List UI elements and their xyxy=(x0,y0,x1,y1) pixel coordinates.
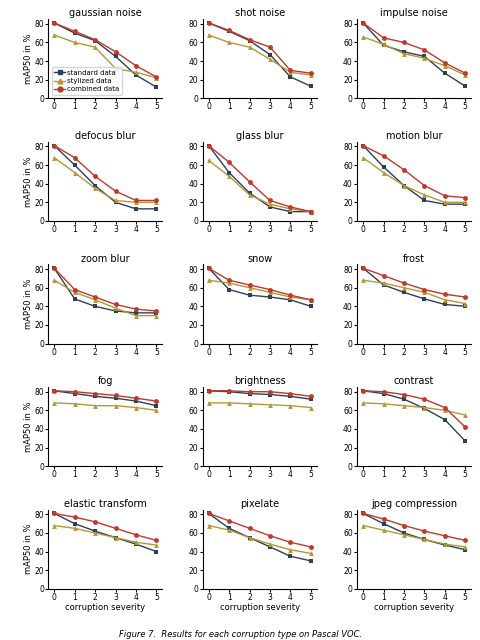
Title: snow: snow xyxy=(247,253,272,264)
Title: shot noise: shot noise xyxy=(234,8,284,19)
Y-axis label: mAP50 in %: mAP50 in % xyxy=(24,33,33,84)
Title: impulse noise: impulse noise xyxy=(380,8,447,19)
Title: brightness: brightness xyxy=(233,376,285,387)
Title: zoom blur: zoom blur xyxy=(81,253,129,264)
X-axis label: corruption severity: corruption severity xyxy=(373,604,453,612)
Text: Figure 7.  Results for each corruption type on Pascal VOC.: Figure 7. Results for each corruption ty… xyxy=(119,630,361,639)
Title: defocus blur: defocus blur xyxy=(75,131,135,141)
X-axis label: corruption severity: corruption severity xyxy=(65,604,145,612)
Y-axis label: mAP50 in %: mAP50 in % xyxy=(24,401,33,452)
Title: elastic transform: elastic transform xyxy=(64,499,146,509)
Title: motion blur: motion blur xyxy=(385,131,442,141)
Legend: standard data, stylized data, combined data: standard data, stylized data, combined d… xyxy=(51,67,121,95)
Y-axis label: mAP50 in %: mAP50 in % xyxy=(24,279,33,329)
X-axis label: corruption severity: corruption severity xyxy=(219,604,299,612)
Title: pixelate: pixelate xyxy=(240,499,279,509)
Title: fog: fog xyxy=(97,376,113,387)
Title: gaussian noise: gaussian noise xyxy=(69,8,142,19)
Title: jpeg compression: jpeg compression xyxy=(371,499,456,509)
Title: glass blur: glass blur xyxy=(236,131,283,141)
Y-axis label: mAP50 in %: mAP50 in % xyxy=(24,524,33,575)
Title: frost: frost xyxy=(402,253,424,264)
Title: contrast: contrast xyxy=(393,376,433,387)
Y-axis label: mAP50 in %: mAP50 in % xyxy=(24,156,33,207)
